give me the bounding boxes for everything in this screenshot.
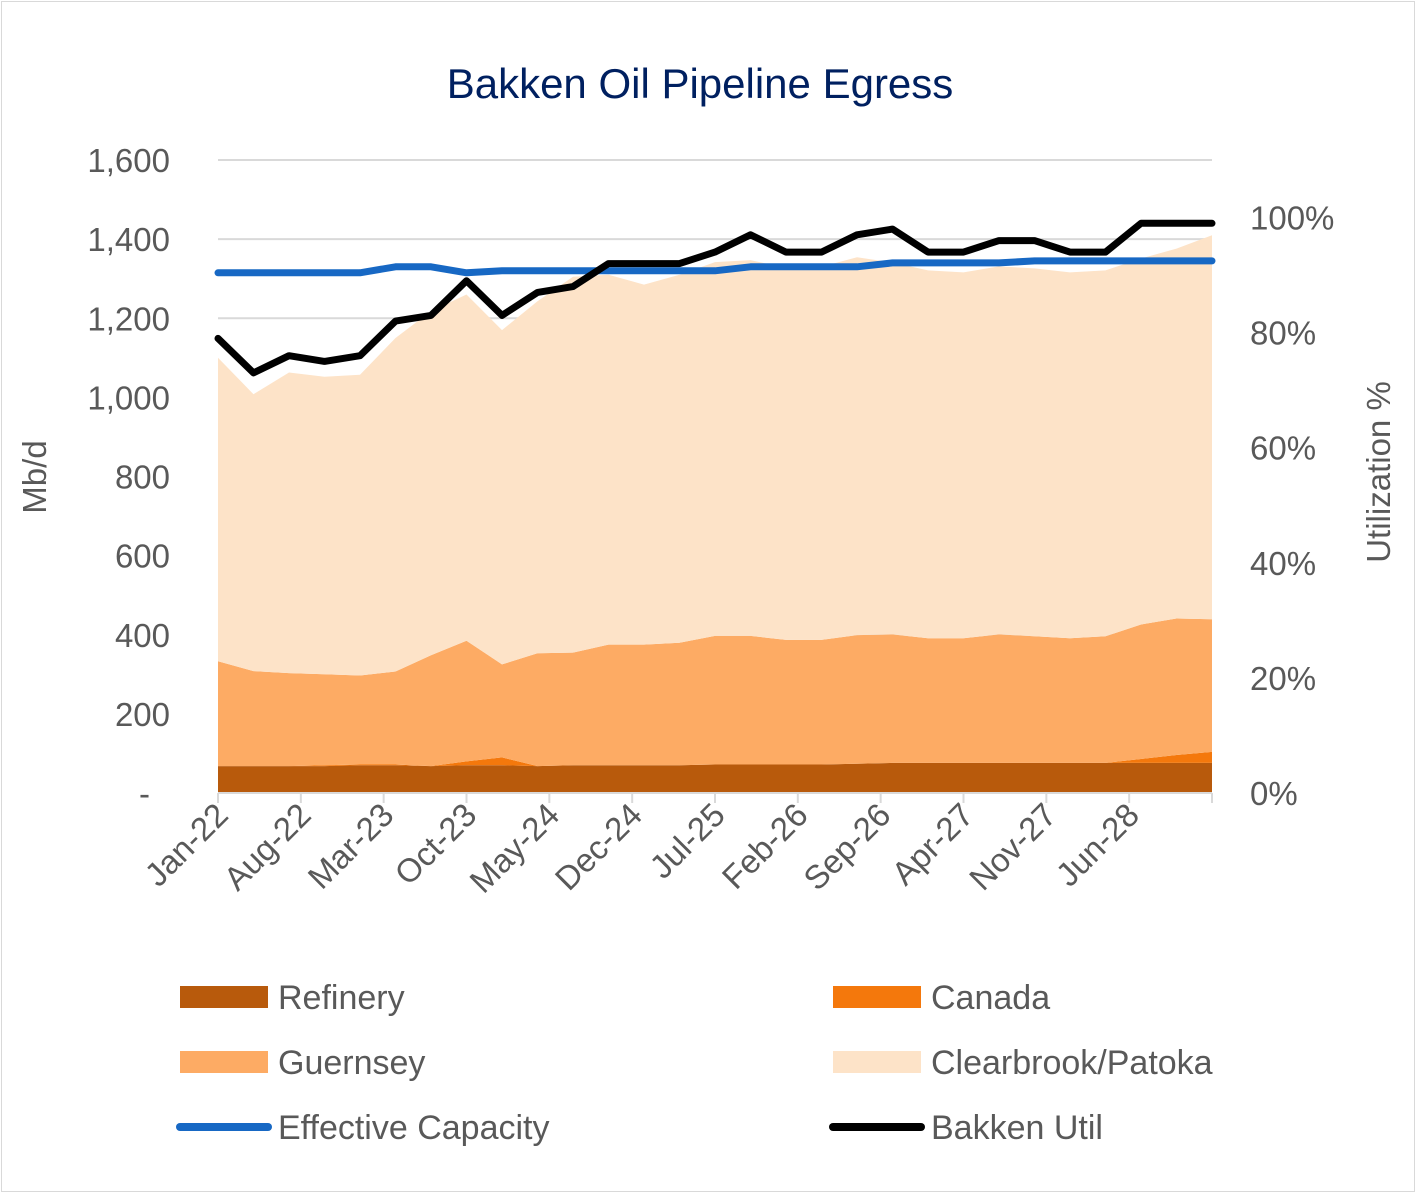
area-refinery (218, 762, 1212, 793)
legend: Refinery Canada Guernsey Clearbrook/Patoka E… (176, 979, 1213, 1147)
legend-label: Canada (931, 979, 1050, 1017)
y-tick-label: 1,400 (87, 221, 170, 258)
y-tick-label: 600 (115, 538, 170, 575)
x-tick-label: Feb-26 (715, 796, 815, 896)
legend-item-guernsey: Guernsey (180, 1044, 425, 1082)
x-tick-label: May-24 (462, 796, 566, 900)
y2-tick-label: 60% (1250, 430, 1316, 467)
y2-tick-label: 40% (1250, 545, 1316, 582)
y-axis-label: Mb/d (16, 440, 53, 513)
legend-swatch (180, 1051, 268, 1073)
y-tick-label: 800 (115, 459, 170, 496)
chart-title: Bakken Oil Pipeline Egress (447, 60, 954, 107)
x-tick-label: Apr-27 (884, 796, 980, 892)
y-tick-label: 1,000 (87, 379, 170, 416)
y-tick-label: 1,600 (87, 142, 170, 179)
x-tick-label: Mar-23 (301, 796, 401, 896)
legend-swatch (833, 1051, 921, 1073)
stacked-areas (218, 235, 1212, 793)
legend-swatch (833, 986, 921, 1008)
x-tick-label: Dec-24 (548, 796, 649, 897)
legend-label: Refinery (278, 979, 405, 1017)
x-tick-label: Jun-28 (1049, 796, 1147, 894)
line-bakken-util (214, 219, 1216, 377)
y-tick-label: - (139, 775, 150, 812)
area-guernsey (218, 618, 1212, 767)
x-tick-label: Nov-27 (962, 796, 1063, 897)
y2-tick-label: 20% (1250, 660, 1316, 697)
line-series (214, 219, 1216, 377)
legend-swatch (180, 986, 268, 1008)
x-tick-label: Aug-22 (216, 796, 317, 897)
y-tick-label: 1,200 (87, 300, 170, 337)
legend-label: Bakken Util (931, 1109, 1103, 1147)
legend-label: Clearbrook/Patoka (931, 1044, 1213, 1082)
legend-label: Effective Capacity (278, 1109, 550, 1147)
y-tick-label: 400 (115, 617, 170, 654)
area-canada (218, 751, 1212, 767)
legend-item-canada: Canada (833, 979, 1050, 1017)
legend-item-clearbrook-patoka: Clearbrook/Patoka (833, 1044, 1213, 1082)
legend-item-refinery: Refinery (180, 979, 405, 1017)
y2-tick-label: 0% (1250, 775, 1298, 812)
y2-axis-label: Utilization % (1360, 381, 1397, 563)
line-effective-capacity (214, 257, 1216, 277)
legend-label: Guernsey (278, 1044, 425, 1082)
legend-item-effective-capacity: Effective Capacity (176, 1109, 550, 1147)
legend-item-bakken-util: Bakken Util (829, 1109, 1103, 1147)
area-clearbrook-patoka (218, 235, 1212, 676)
y2-tick-label: 100% (1250, 200, 1334, 237)
x-tick-label: Jan-22 (137, 796, 235, 894)
y-tick-label: 200 (115, 696, 170, 733)
x-tick-label: Sep-26 (796, 796, 897, 897)
y2-tick-label: 80% (1250, 315, 1316, 352)
